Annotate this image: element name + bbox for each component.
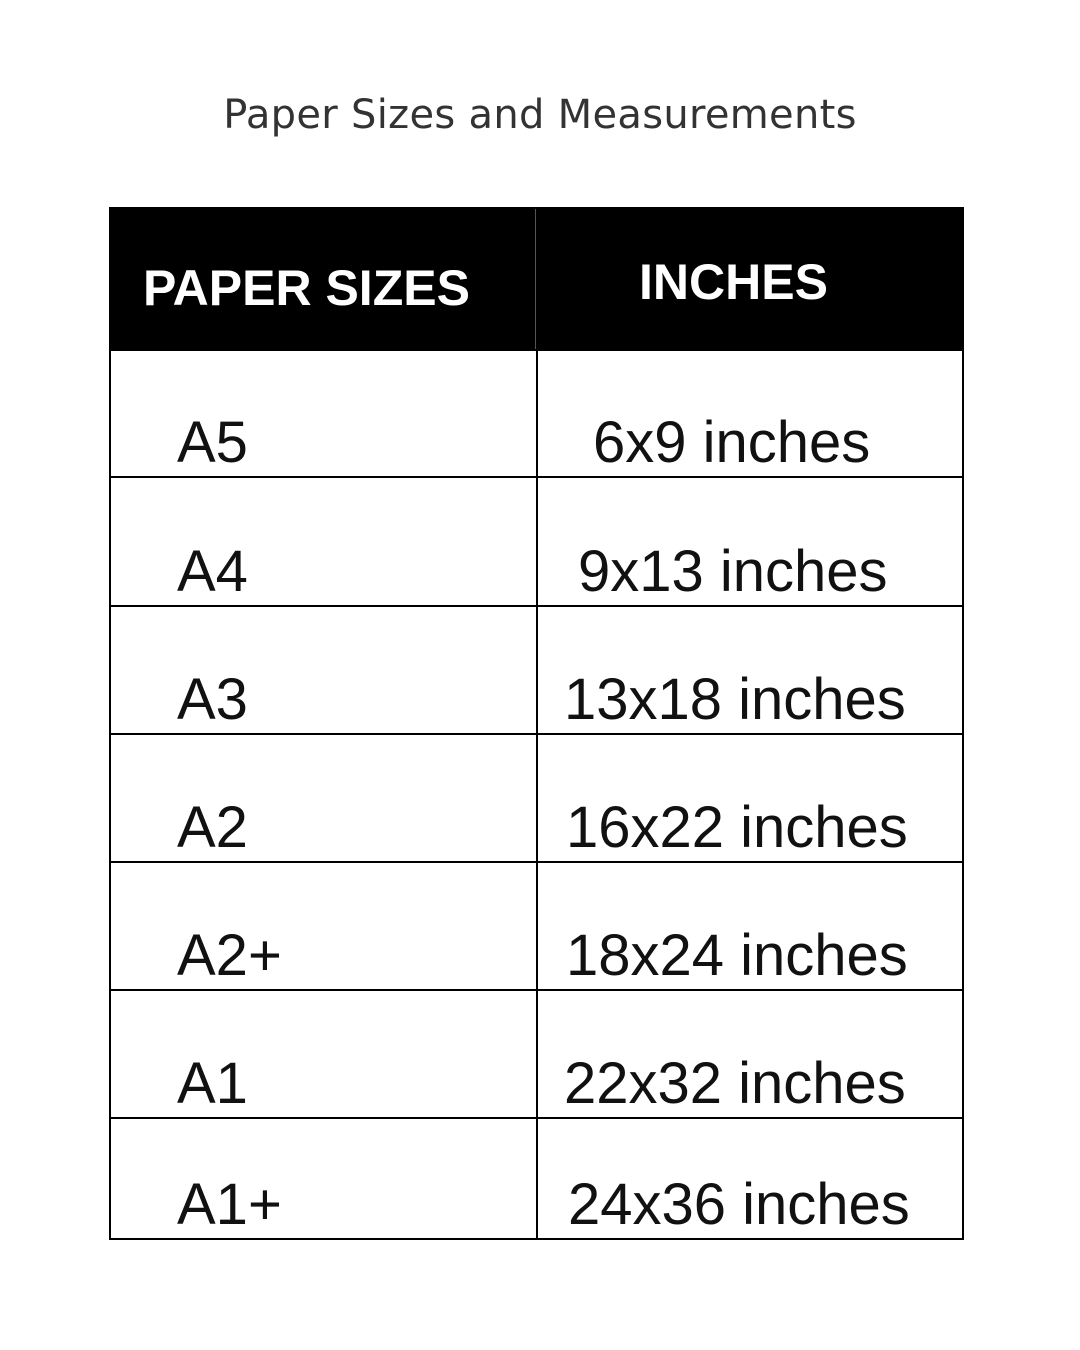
size-value: A5: [177, 410, 248, 475]
size-cell: A1: [111, 991, 538, 1117]
inches-cell: 16x22 inches: [538, 735, 962, 861]
inches-cell: 22x32 inches: [538, 991, 962, 1117]
table-header: PAPER SIZES INCHES: [111, 209, 962, 349]
inches-value: 16x22 inches: [566, 795, 908, 860]
inches-cell: 6x9 inches: [538, 351, 962, 476]
header-cell-inches: INCHES: [536, 209, 962, 349]
inches-value: 13x18 inches: [564, 667, 906, 732]
size-value: A2+: [177, 923, 282, 988]
table-row: A2 16x22 inches: [111, 733, 962, 861]
size-cell: A5: [111, 351, 538, 476]
inches-value: 22x32 inches: [564, 1051, 906, 1116]
size-value: A3: [177, 667, 248, 732]
size-value: A2: [177, 795, 248, 860]
inches-cell: 9x13 inches: [538, 478, 962, 605]
header-label: INCHES: [639, 254, 828, 310]
header-label: PAPER SIZES: [143, 260, 470, 316]
table-row: A4 9x13 inches: [111, 476, 962, 605]
inches-value: 18x24 inches: [566, 923, 908, 988]
size-cell: A2: [111, 735, 538, 861]
size-cell: A2+: [111, 863, 538, 989]
size-cell: A3: [111, 607, 538, 733]
inches-value: 9x13 inches: [578, 539, 888, 604]
table-row: A2+ 18x24 inches: [111, 861, 962, 989]
inches-value: 6x9 inches: [593, 410, 871, 475]
paper-sizes-table: PAPER SIZES INCHES A5 6x9 inches A4 9x13 …: [109, 207, 964, 1240]
size-cell: A4: [111, 478, 538, 605]
inches-cell: 13x18 inches: [538, 607, 962, 733]
table-row: A1+ 24x36 inches: [111, 1117, 962, 1238]
header-cell-paper-sizes: PAPER SIZES: [111, 209, 536, 349]
size-value: A1+: [177, 1172, 282, 1237]
table-row: A3 13x18 inches: [111, 605, 962, 733]
size-value: A4: [177, 539, 248, 604]
inches-value: 24x36 inches: [568, 1172, 910, 1237]
page-title: Paper Sizes and Measurements: [223, 92, 857, 138]
table-row: A1 22x32 inches: [111, 989, 962, 1117]
table-row: A5 6x9 inches: [111, 349, 962, 476]
size-cell: A1+: [111, 1119, 538, 1238]
size-value: A1: [177, 1051, 248, 1116]
inches-cell: 24x36 inches: [538, 1119, 962, 1238]
inches-cell: 18x24 inches: [538, 863, 962, 989]
